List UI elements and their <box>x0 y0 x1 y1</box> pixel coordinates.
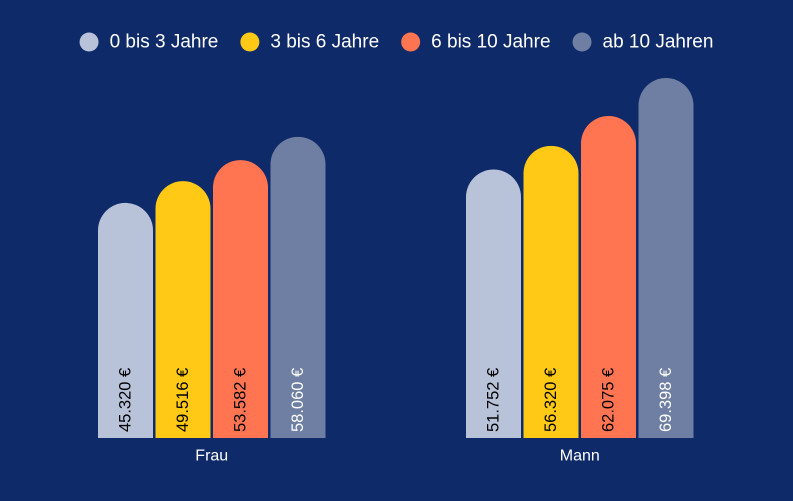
legend-item-3-bis-6-jahre: 3 bis 6 Jahre <box>240 32 379 53</box>
legend-label: 0 bis 3 Jahre <box>110 32 219 53</box>
category-label-mann: Mann <box>560 448 600 465</box>
bar-value-labels: 45.320 € 49.516 € 53.582 € 58.060 € 51.752 €… <box>117 368 676 432</box>
chart-bars <box>98 78 694 439</box>
bar-value-label: 56.320 € <box>542 368 560 432</box>
bar-mann-ab-10-jahren <box>638 78 694 438</box>
bar-value-label: 51.752 € <box>485 368 503 432</box>
bar-value-label: 49.516 € <box>174 368 192 432</box>
legend-item-ab-10-jahren: ab 10 Jahren <box>572 32 714 53</box>
legend-swatch <box>401 32 421 52</box>
bar-value-label: 45.320 € <box>117 368 135 432</box>
bar-mann-6-bis-10-jahre <box>581 115 636 438</box>
legend-label: 3 bis 6 Jahre <box>270 32 379 53</box>
category-label-frau: Frau <box>195 448 228 465</box>
bar-frau-ab-10-jahren <box>270 136 326 439</box>
bar-value-label: 58.060 € <box>289 368 307 432</box>
legend-label: 6 bis 10 Jahre <box>431 32 550 53</box>
bar-frau-0-bis-3-jahre <box>98 202 153 438</box>
bar-mann-3-bis-6-jahre <box>523 145 579 438</box>
bar-mann-0-bis-3-jahre <box>466 169 521 438</box>
legend-label: ab 10 Jahren <box>603 32 714 53</box>
bar-value-label: 53.582 € <box>232 368 250 432</box>
legend-item-6-bis-10-jahre: 6 bis 10 Jahre <box>401 32 551 53</box>
bar-value-label: 62.075 € <box>600 368 618 432</box>
bar-frau-3-bis-6-jahre <box>155 181 211 438</box>
legend-swatch <box>240 32 260 52</box>
bar-value-label: 69.398 € <box>657 368 675 432</box>
bar-frau-6-bis-10-jahre <box>213 160 268 438</box>
legend-swatch <box>572 32 592 52</box>
category-axis-labels: Frau Mann <box>195 448 599 465</box>
legend-item-0-bis-3-jahre: 0 bis 3 Jahre <box>79 32 219 53</box>
legend-swatch <box>79 32 99 52</box>
chart-legend: 0 bis 3 Jahre 3 bis 6 Jahre 6 bis 10 Jahre… <box>79 32 714 53</box>
